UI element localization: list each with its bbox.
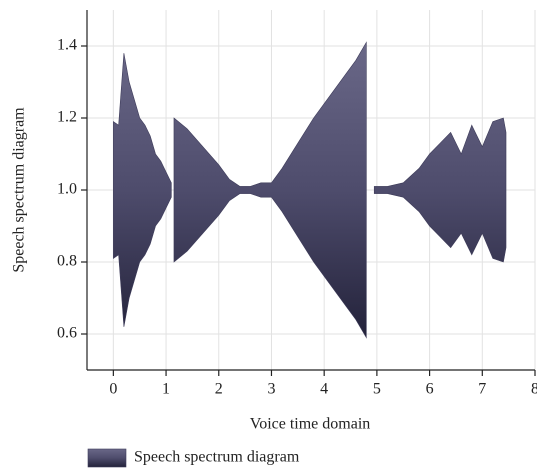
x-tick-label: 7 bbox=[478, 381, 486, 398]
x-tick-label: 5 bbox=[373, 381, 381, 398]
x-tick-label: 4 bbox=[320, 381, 328, 398]
band-area bbox=[113, 41, 507, 339]
y-tick-label: 0.8 bbox=[57, 253, 77, 270]
axes: 0 1 2 3 4 5 6 7 8 0.6 0.8 1.0 1.2 1.4 bbox=[57, 10, 537, 398]
y-tick-label: 0.6 bbox=[57, 325, 77, 342]
x-tick-label: 3 bbox=[267, 381, 275, 398]
x-tick-label: 6 bbox=[426, 381, 434, 398]
y-tick-label: 1.2 bbox=[57, 109, 77, 126]
y-tick-label: 1.4 bbox=[57, 37, 77, 54]
y-tick-label: 1.0 bbox=[57, 181, 77, 198]
plot bbox=[113, 41, 507, 339]
y-axis-title: Speech spectrum diagram bbox=[11, 107, 28, 273]
x-tick-label: 1 bbox=[162, 381, 170, 398]
x-tick-label: 0 bbox=[109, 381, 117, 398]
x-tick-label: 8 bbox=[531, 381, 537, 398]
legend-swatch bbox=[87, 448, 127, 468]
x-axis-title: Voice time domain bbox=[250, 416, 371, 433]
x-tick-label: 2 bbox=[215, 381, 223, 398]
legend-label: Speech spectrum diagram bbox=[134, 449, 300, 466]
legend: Speech spectrum diagram bbox=[87, 448, 300, 468]
